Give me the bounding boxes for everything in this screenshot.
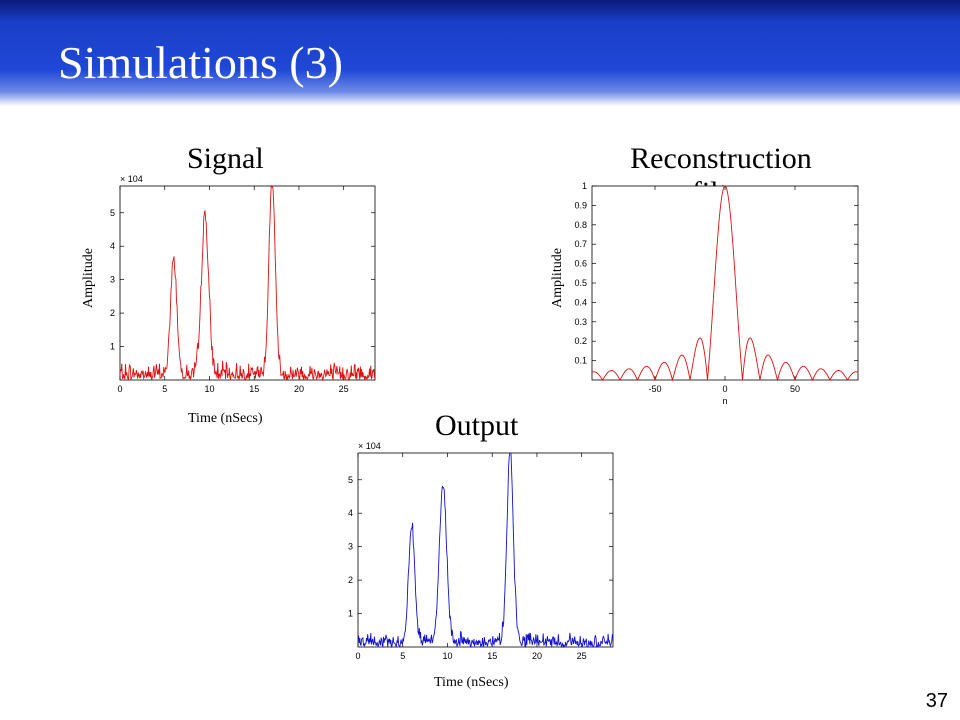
filter-chart: -50 0 50 0.1 0.2 0.3 0.4 0.5 0.6 0.7 0.8 0.9 1 n (574, 181, 859, 406)
filter-plot-frame (591, 185, 859, 381)
output-title: Output (435, 409, 519, 442)
output-ytick-label: 2 (348, 575, 353, 585)
title-bar (0, 0, 960, 106)
output-ytick-label: 4 (348, 508, 353, 518)
filter-xtick-label: 50 (790, 384, 800, 394)
signal-chart: 0 5 10 15 20 25 1 2 3 4 5 × 104 (110, 174, 376, 394)
filter-xtick-label: -50 (648, 384, 661, 394)
signal-ytick-label: 1 (110, 342, 115, 352)
filter-xlabel: n (722, 396, 727, 406)
output-xtick-label: 20 (532, 651, 542, 661)
signal-series-line (119, 184, 376, 382)
signal-ylabel: Amplitude (81, 248, 96, 308)
output-ytick-label: 5 (348, 475, 353, 485)
signal-xtick-label: 0 (117, 384, 122, 394)
output-xtick-label: 5 (400, 651, 405, 661)
filter-series-line (591, 185, 859, 382)
signal-y-multiplier: × 104 (120, 174, 143, 184)
filter-ylabel: Amplitude (550, 248, 565, 308)
signal-ytick-label: 4 (110, 241, 115, 251)
filter-ytick-label: 0.9 (574, 200, 587, 210)
output-chart: 0 5 10 15 20 25 1 2 3 4 5 × 104 (348, 441, 614, 661)
output-xlabel: Time (nSecs) (434, 675, 509, 690)
filter-xtick-label: 0 (722, 384, 727, 394)
signal-xtick-label: 25 (339, 384, 349, 394)
filter-ytick-label: 0.7 (574, 239, 587, 249)
filter-ytick-label: 0.4 (574, 297, 587, 307)
signal-xlabel: Time (nSecs) (188, 411, 263, 426)
filter-ytick-label: 0.1 (574, 356, 587, 366)
output-ytick-label: 1 (348, 609, 353, 619)
filter-ytick-label: 0.8 (574, 220, 587, 230)
filter-ytick-label: 0.5 (574, 278, 587, 288)
output-xtick-label: 10 (442, 651, 452, 661)
output-y-multiplier: × 104 (358, 441, 381, 451)
signal-ytick-label: 3 (110, 275, 115, 285)
signal-xtick-label: 15 (249, 384, 259, 394)
output-plot-frame (357, 452, 614, 648)
signal-xtick-label: 5 (162, 384, 167, 394)
output-series-line (357, 452, 614, 649)
output-xtick-label: 0 (355, 651, 360, 661)
slide-title: Simulations (3) (58, 37, 343, 88)
slide-number: 37 (925, 690, 948, 712)
signal-xtick-label: 10 (204, 384, 214, 394)
signal-ytick-label: 2 (110, 308, 115, 318)
signal-plot-frame (119, 185, 376, 381)
signal-ytick-label: 5 (110, 208, 115, 218)
output-xtick-label: 25 (577, 651, 587, 661)
filter-ytick-label: 1 (582, 181, 587, 191)
filter-ytick-label: 0.3 (574, 317, 587, 327)
signal-xtick-label: 20 (294, 384, 304, 394)
filter-ytick-label: 0.6 (574, 259, 587, 269)
output-xtick-label: 15 (487, 651, 497, 661)
signal-title: Signal (187, 142, 264, 175)
output-ytick-label: 3 (348, 542, 353, 552)
filter-ytick-label: 0.2 (574, 336, 587, 346)
